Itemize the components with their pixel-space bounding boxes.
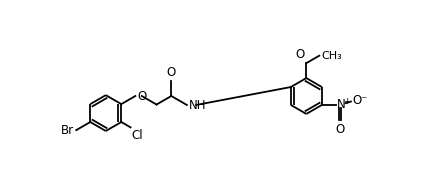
Text: O: O [295, 48, 305, 61]
Text: +: + [343, 98, 351, 107]
Text: O: O [336, 123, 345, 136]
Text: N: N [337, 98, 346, 112]
Text: NH: NH [189, 99, 206, 112]
Text: O: O [137, 89, 146, 103]
Text: Cl: Cl [131, 129, 143, 142]
Text: CH₃: CH₃ [321, 51, 342, 61]
Text: Br: Br [61, 124, 74, 137]
Text: O: O [167, 65, 176, 79]
Text: O⁻: O⁻ [352, 94, 368, 107]
